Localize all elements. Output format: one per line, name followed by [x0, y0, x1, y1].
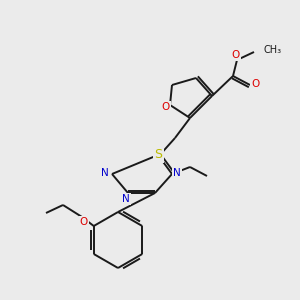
Text: CH₃: CH₃	[264, 45, 282, 55]
Text: S: S	[154, 148, 162, 161]
Text: O: O	[251, 79, 259, 89]
Text: O: O	[80, 217, 88, 227]
Text: O: O	[162, 102, 170, 112]
Text: O: O	[232, 50, 240, 60]
Text: N: N	[122, 194, 130, 204]
Text: N: N	[101, 168, 109, 178]
Text: N: N	[173, 168, 181, 178]
